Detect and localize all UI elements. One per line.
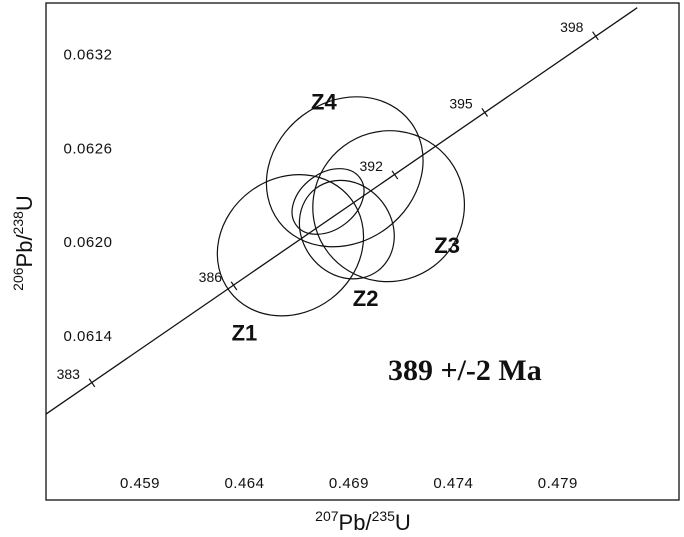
y-tick-label: 0.0614 — [64, 328, 113, 345]
concordia-age-label-398: 398 — [560, 19, 584, 35]
ellipse-label-z1: Z1 — [232, 321, 258, 346]
concordia-tick-392 — [391, 170, 399, 180]
ellipse-z3 — [312, 130, 466, 283]
concordia-tick-398 — [592, 31, 599, 41]
concordia-line — [45, 7, 638, 415]
y-tick-label: 0.0626 — [64, 140, 113, 157]
x-tick-label: 0.459 — [120, 475, 160, 492]
ellipse-label-z2: Z2 — [353, 286, 379, 311]
x-tick-label: 0.474 — [433, 475, 473, 492]
ellipse-label-z3: Z3 — [434, 233, 460, 258]
x-tick-label: 0.479 — [538, 475, 578, 492]
concordia-age-label-395: 395 — [449, 95, 473, 111]
y-tick-label: 0.0632 — [64, 47, 113, 64]
x-tick-label: 0.469 — [329, 475, 369, 492]
concordia-layer: 383 386 392 395 398 — [45, 7, 638, 415]
concordia-age-label-383: 383 — [57, 366, 81, 382]
concordia-tick-383 — [88, 378, 96, 388]
concordia-tick-395 — [481, 107, 489, 117]
ellipse-z4-inner — [291, 168, 365, 235]
plot-frame — [45, 2, 680, 501]
ticks-layer: 0.459 0.464 0.469 0.474 0.479 0.0632 0.0626 0.0… — [64, 47, 578, 492]
x-tick-label: 0.464 — [224, 475, 264, 492]
labels-layer: Z4 Z3 Z2 Z1 — [232, 89, 460, 345]
ellipse-z1 — [216, 174, 365, 317]
y-axis-title: 206Pb/238U — [10, 195, 37, 291]
x-axis-title: 207Pb/235U — [315, 508, 411, 535]
concordia-age-label-386: 386 — [199, 269, 223, 285]
y-tick-label: 0.0620 — [64, 234, 113, 251]
concordia-age-label-392: 392 — [360, 158, 384, 174]
ellipse-z4 — [265, 96, 424, 248]
concordia-tick-386 — [230, 281, 238, 291]
age-result-label: 389 +/-2 Ma — [388, 354, 542, 387]
ellipses-layer — [216, 96, 466, 317]
ellipse-label-z4: Z4 — [311, 89, 337, 114]
ellipse-z2 — [298, 179, 395, 280]
